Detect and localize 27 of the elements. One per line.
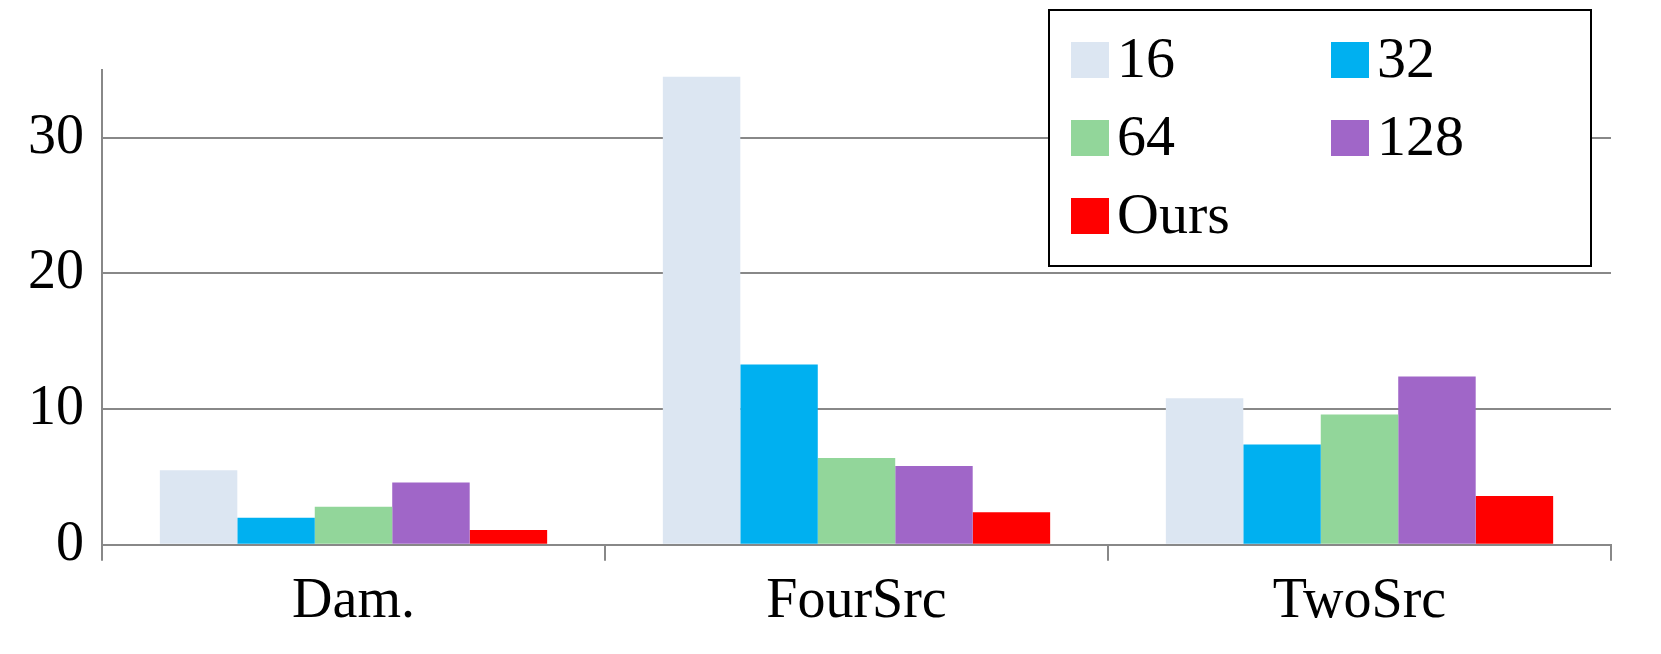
bar (1398, 376, 1476, 544)
bar (817, 457, 896, 544)
bar (972, 512, 1051, 544)
bar (1243, 444, 1321, 544)
bar (159, 470, 238, 544)
x-tick-label: FourSrc (766, 567, 947, 630)
legend-label: Ours (1117, 181, 1230, 247)
bar (1320, 414, 1399, 544)
legend-label: 32 (1377, 25, 1435, 91)
legend-label: 128 (1377, 103, 1464, 169)
y-tick-label: 10 (28, 373, 84, 436)
legend-label: 64 (1117, 103, 1175, 169)
bar (662, 76, 741, 544)
y-tick-label: 30 (28, 102, 84, 165)
bar (1165, 398, 1244, 544)
legend-label: 16 (1117, 25, 1175, 91)
y-tick-label: 20 (28, 238, 84, 301)
bar (392, 482, 470, 544)
bar (895, 466, 973, 544)
bar (314, 506, 393, 544)
bar (1475, 495, 1554, 544)
bar (469, 529, 548, 544)
x-tick-label: TwoSrc (1272, 567, 1447, 630)
bar (740, 364, 818, 544)
y-tick-label: 0 (56, 509, 84, 572)
x-tick-label: Dam. (292, 567, 415, 630)
bar (237, 517, 315, 544)
